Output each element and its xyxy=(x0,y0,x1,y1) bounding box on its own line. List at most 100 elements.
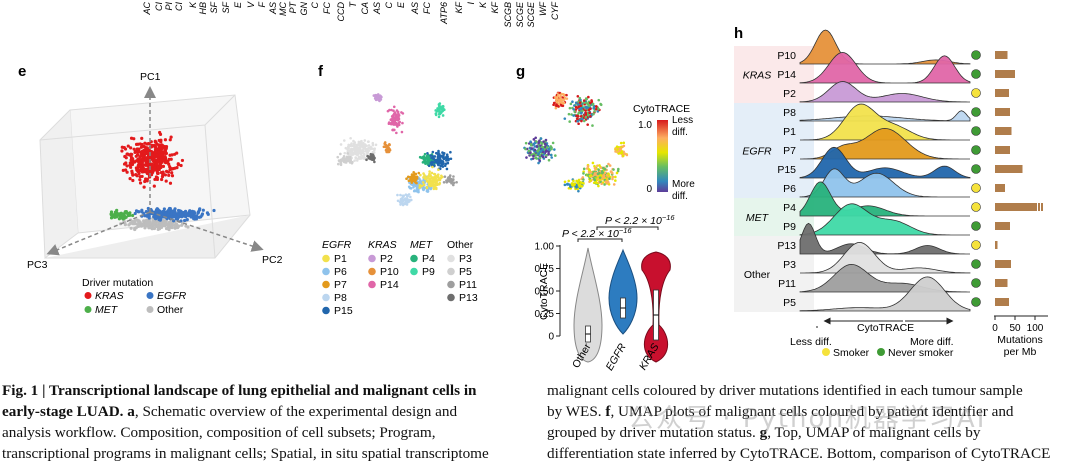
mutation-bar xyxy=(995,241,998,249)
umap-point xyxy=(417,180,421,184)
umap-point xyxy=(386,109,390,113)
gene-label-fragment: CA xyxy=(360,2,370,15)
umap-point xyxy=(361,145,364,149)
cytotrace-point xyxy=(592,106,596,110)
pca-point xyxy=(158,153,162,157)
cytotrace-point xyxy=(598,178,602,182)
cytotrace-point xyxy=(582,178,585,181)
umap-point xyxy=(428,181,431,185)
pca-point xyxy=(196,211,200,215)
top-gene-labels-fragment: AC CI PI CI K HB SF SF E V F AS MC PT GN C FC CCD T CA AS C E A… xyxy=(142,1,560,28)
smoker-legend-label: Smoker xyxy=(833,347,870,359)
ridge-row-label: P10 xyxy=(777,50,796,62)
pca-point xyxy=(128,161,132,165)
umap-point xyxy=(374,143,378,147)
umap-point xyxy=(426,152,429,155)
pca-point xyxy=(135,218,139,222)
patient-legend-dot xyxy=(368,267,376,276)
umap-point xyxy=(349,136,352,140)
cytotrace-point xyxy=(603,183,606,186)
cytotrace-point xyxy=(529,143,533,146)
cytotrace-point xyxy=(584,109,587,112)
umap-point xyxy=(404,193,408,196)
cytotrace-point xyxy=(579,107,583,111)
umap-point xyxy=(436,173,440,176)
cytotrace-point xyxy=(555,100,559,104)
cytotrace-point xyxy=(524,147,527,151)
pca-point xyxy=(128,221,132,226)
cytotrace-point xyxy=(597,168,600,171)
cytotrace-point xyxy=(605,164,609,168)
cytotrace-point xyxy=(611,177,614,181)
umap-point xyxy=(431,177,435,180)
violin-other xyxy=(573,247,603,363)
gene-label-fragment: CI xyxy=(154,2,164,11)
umap-point xyxy=(410,173,414,176)
pc2-label: PC2 xyxy=(262,254,283,266)
pca-point xyxy=(144,159,148,163)
pca-point xyxy=(146,221,150,225)
violin-x-label: EGFR xyxy=(604,341,629,373)
umap-point xyxy=(436,179,440,182)
cytotrace-point xyxy=(585,167,589,170)
pca-point xyxy=(201,208,205,212)
caption-right-line1: malignant cells coloured by driver mutat… xyxy=(547,382,1023,399)
pca-point xyxy=(165,223,170,227)
cytotrace-ridgeline-plot xyxy=(799,29,971,312)
patient-legend-dot xyxy=(322,254,330,263)
cytotrace-point xyxy=(553,148,556,151)
cytotrace-point xyxy=(547,150,550,154)
cytotrace-point xyxy=(607,162,610,166)
pca-point xyxy=(169,167,174,171)
umap-point xyxy=(449,150,452,154)
cytotrace-point xyxy=(585,106,588,110)
cytotrace-point xyxy=(544,138,548,142)
umap-point xyxy=(409,195,412,199)
pca-point xyxy=(159,165,163,170)
gene-label-fragment: E xyxy=(396,1,406,8)
gene-label-fragment: T xyxy=(348,1,358,8)
pca-point xyxy=(145,146,149,150)
cytotrace-point xyxy=(582,99,586,102)
cytotrace-point xyxy=(547,153,550,156)
cytotrace-point xyxy=(615,171,619,175)
cytotrace-point xyxy=(591,124,594,127)
umap-point xyxy=(432,157,436,161)
umap-point xyxy=(353,143,356,146)
umap-point xyxy=(355,159,359,162)
legend-dot xyxy=(84,306,92,313)
mutation-bar xyxy=(995,89,1009,97)
umap-point xyxy=(435,109,439,113)
cytotrace-point xyxy=(540,142,544,145)
pca-point xyxy=(184,215,188,219)
umap-point xyxy=(388,143,391,147)
pca-point xyxy=(179,163,183,168)
cytotrace-point xyxy=(532,138,536,141)
cytotrace-point xyxy=(606,180,610,184)
cytotrace-point xyxy=(614,150,617,153)
caption-title-2: early-stage LUAD. xyxy=(2,403,124,420)
pc1-label: PC1 xyxy=(140,71,161,83)
umap-point xyxy=(443,164,447,167)
gene-label-fragment: I xyxy=(466,2,476,5)
pca-point xyxy=(154,162,159,167)
umap-point xyxy=(356,153,359,157)
pca-point xyxy=(174,222,179,226)
gene-label-fragment: AS xyxy=(372,2,382,15)
ridge-p8 xyxy=(799,110,971,122)
caption-a-label: a xyxy=(127,403,135,420)
pca-scatter-points xyxy=(109,130,216,232)
umap-point xyxy=(418,183,422,187)
group-band-label: MET xyxy=(746,212,770,224)
cytotrace-point xyxy=(600,182,603,186)
umap-point xyxy=(429,174,432,177)
umap-point xyxy=(422,183,426,187)
umap-point xyxy=(367,149,371,152)
never-smoker-legend-dot xyxy=(877,348,885,356)
umap-point xyxy=(373,160,376,164)
cytotrace-point xyxy=(579,180,582,184)
umap-point xyxy=(388,148,392,151)
caption-right-line3: grouped by driver mutation status. xyxy=(547,424,760,441)
pca-point xyxy=(139,164,143,169)
never-smoker-dot xyxy=(971,126,981,136)
